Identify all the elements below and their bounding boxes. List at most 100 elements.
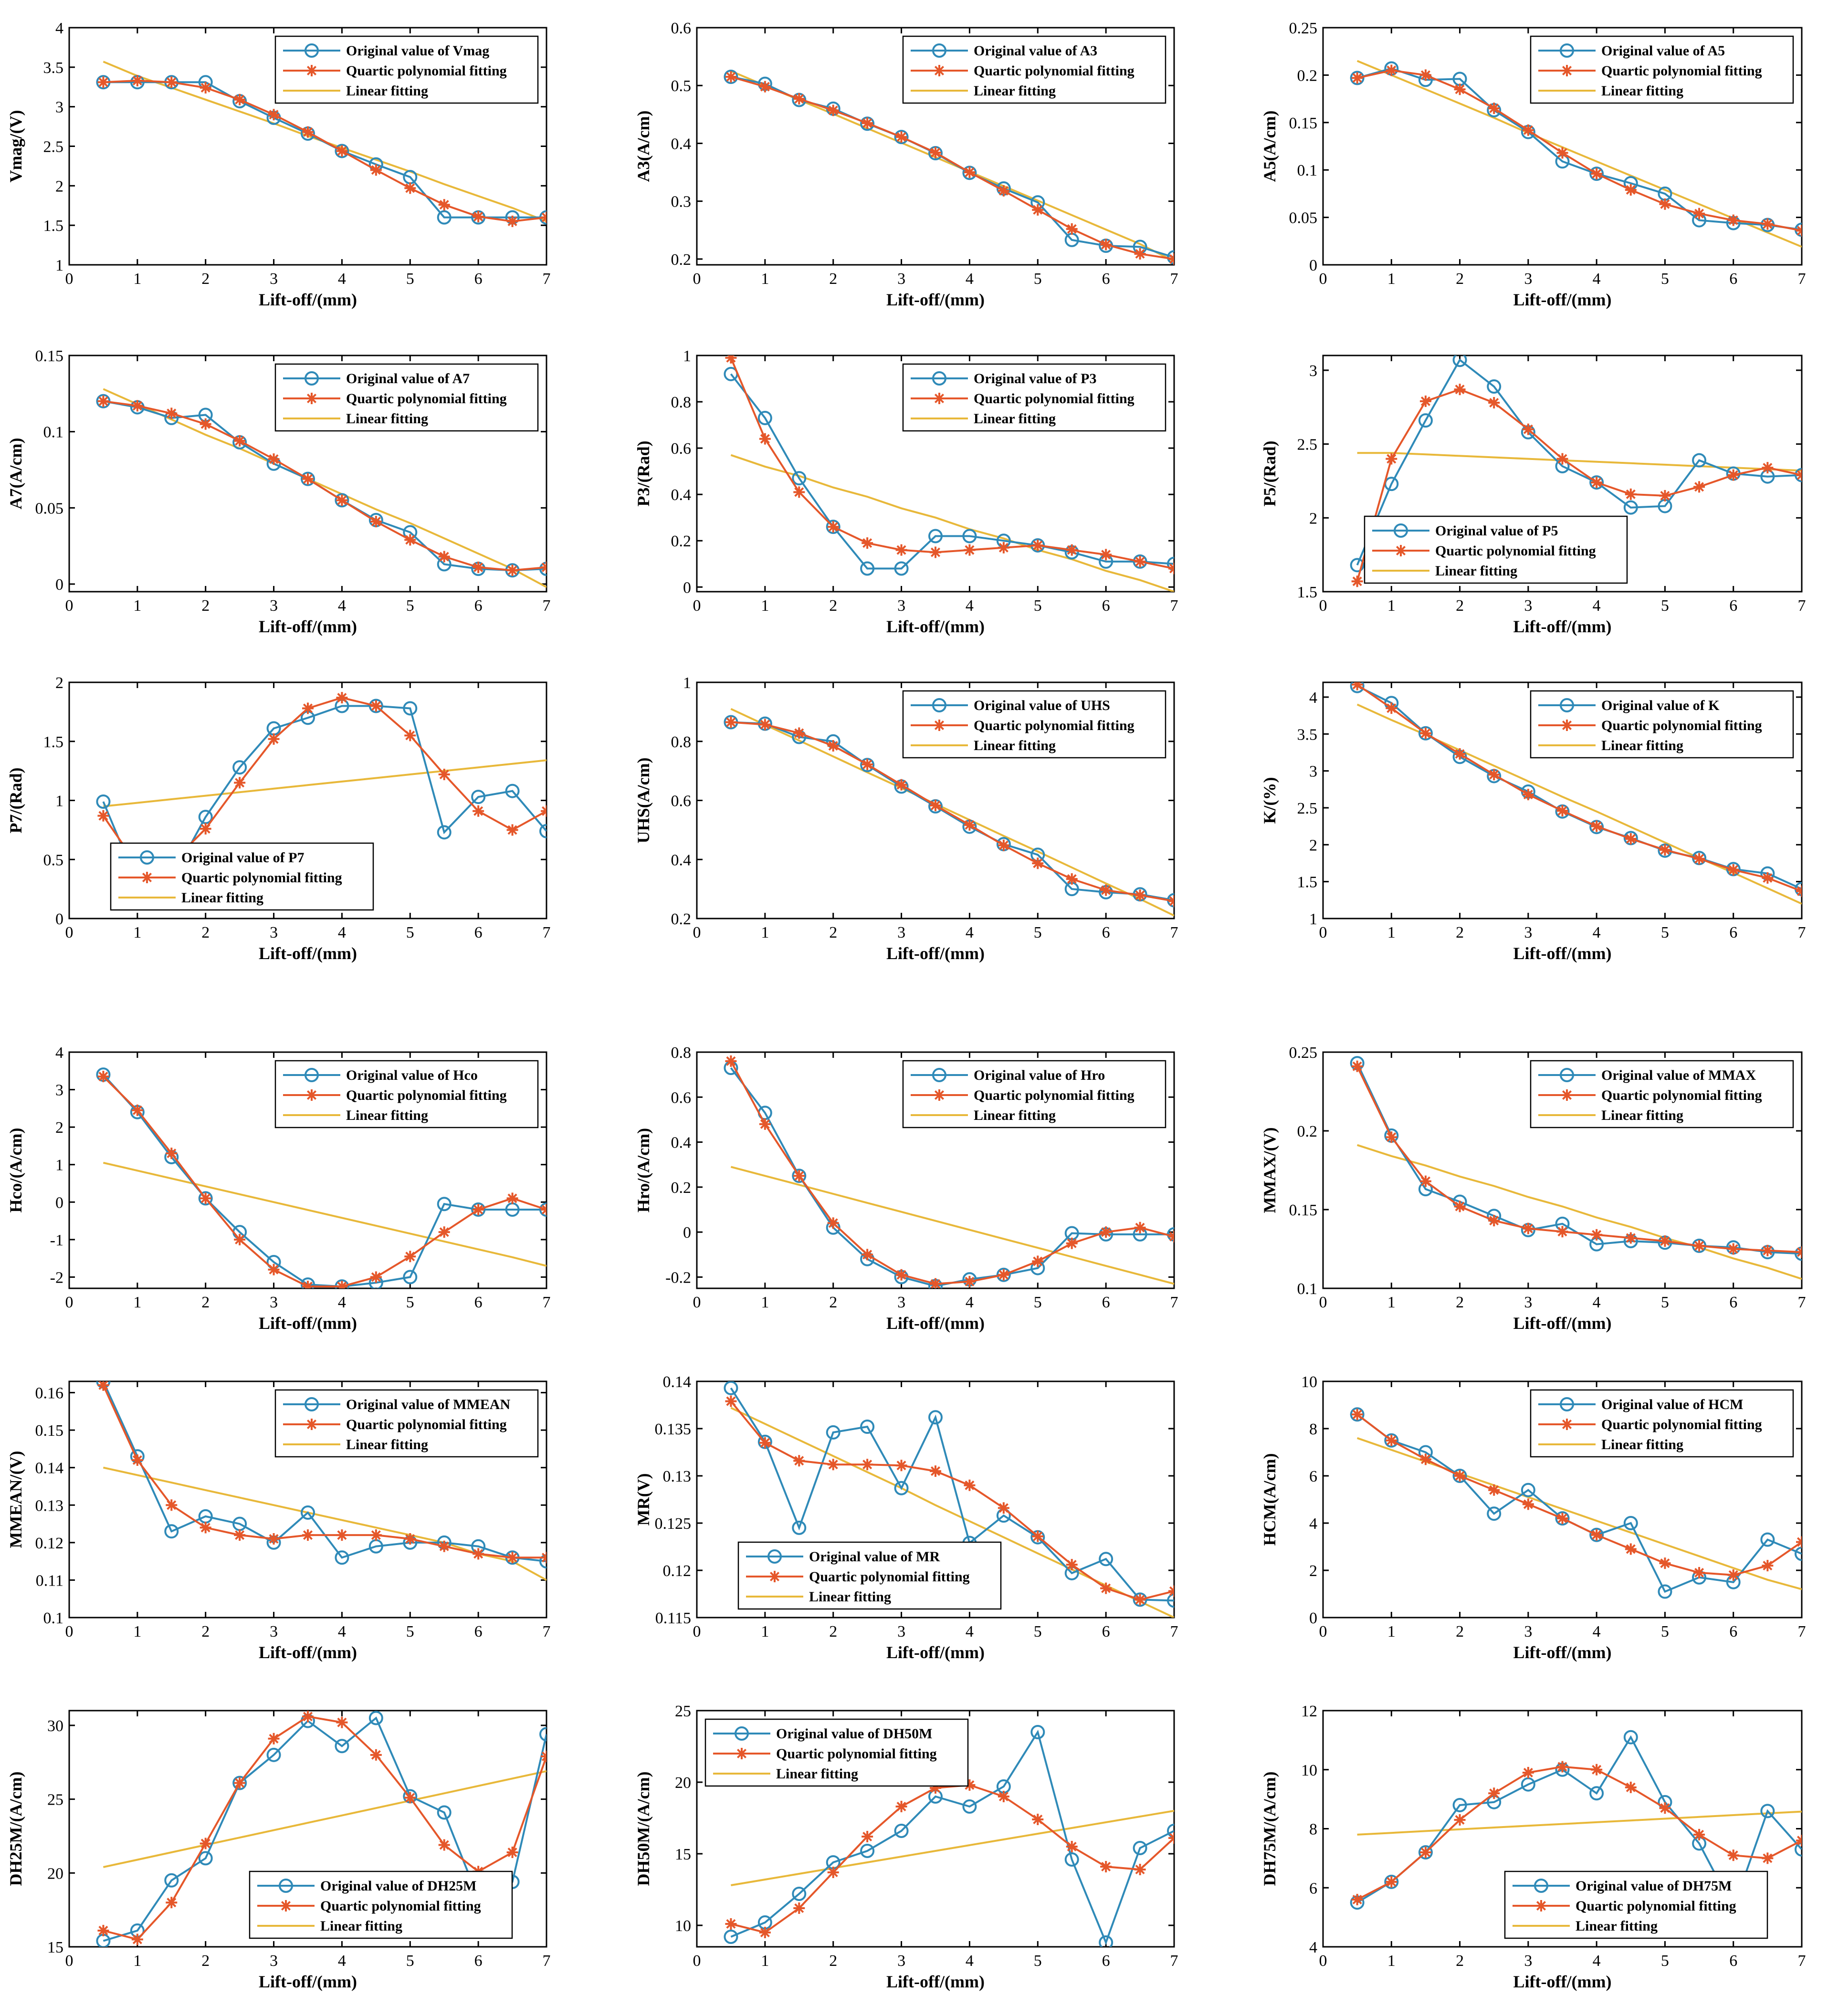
linear-series [730, 708, 1174, 917]
legend-entry: Linear fitting [346, 1107, 428, 1123]
quartic-marker [336, 1529, 348, 1541]
y-tick-label: 15 [675, 1846, 691, 1863]
y-tick-label: 0.12 [663, 1562, 692, 1580]
x-tick-label: 7 [543, 924, 551, 941]
quartic-marker [1419, 1175, 1431, 1187]
quartic-marker [827, 1459, 839, 1471]
marker-stroke [167, 408, 177, 418]
x-tick-label: 2 [201, 270, 210, 288]
original-marker [301, 471, 315, 486]
marker-stroke [1489, 770, 1499, 780]
x-tick-label: 6 [1102, 597, 1110, 615]
marker-stroke [1169, 567, 1174, 574]
y-tick-label: 0.11 [36, 1572, 63, 1589]
marker-stroke [930, 800, 941, 811]
quartic-marker [1693, 1828, 1705, 1840]
x-tick-label: 3 [1524, 1294, 1532, 1311]
quartic-marker [964, 1275, 976, 1287]
marker-stroke [930, 1466, 941, 1476]
marker-stroke [98, 1381, 108, 1390]
marker-stroke [1660, 491, 1670, 501]
quartic-marker [827, 104, 839, 116]
x-tick-label: 6 [1729, 597, 1737, 615]
original-marker [1064, 1852, 1079, 1867]
marker-stroke [473, 1549, 483, 1559]
legend-entry: Original value of A5 [1601, 43, 1725, 59]
original-marker [403, 701, 418, 716]
x-tick-label: 2 [201, 597, 210, 615]
original-marker [1589, 1527, 1604, 1542]
marker-stroke [1169, 1833, 1174, 1839]
quartic-marker [930, 546, 941, 558]
original-marker [826, 1425, 840, 1440]
original-marker [1350, 71, 1365, 85]
quartic-marker [934, 720, 945, 731]
quartic-marker [336, 494, 348, 506]
marker-stroke [337, 1530, 347, 1540]
quartic-marker [1762, 1852, 1774, 1864]
marker-stroke [473, 806, 483, 816]
original-marker [301, 1505, 315, 1520]
original-marker [539, 1202, 546, 1217]
quartic-marker [1556, 1513, 1568, 1525]
quartic-marker [1066, 873, 1078, 885]
original-marker [279, 1879, 293, 1893]
x-tick-label: 5 [1661, 924, 1669, 941]
plot-frame [696, 1380, 1175, 1619]
marker-stroke [507, 1553, 517, 1563]
quartic-marker [1419, 1453, 1431, 1465]
original-marker [198, 1191, 213, 1206]
y-tick-label: 0.2 [671, 533, 692, 550]
marker-stroke [1796, 1251, 1802, 1257]
marker-stroke [235, 1234, 245, 1244]
marker-stroke [1536, 1901, 1546, 1911]
marker-stroke [1592, 478, 1602, 488]
quartic-marker [1454, 1814, 1466, 1826]
linear-series [1356, 1437, 1802, 1590]
x-tick-label: 6 [1102, 270, 1110, 288]
quartic-marker [793, 93, 805, 105]
quartic-marker [1032, 539, 1044, 551]
y-tick-label: 0.13 [663, 1468, 692, 1485]
original-marker [198, 1851, 213, 1866]
marker-stroke [1728, 865, 1738, 875]
marker-stroke [1033, 1256, 1043, 1266]
marker-stroke [1728, 1570, 1738, 1580]
y-axis-label: UHS(A/cm) [634, 758, 653, 844]
quartic-marker [1693, 853, 1705, 865]
original-marker [437, 1197, 452, 1212]
original-marker [792, 1520, 807, 1535]
legend-entry: Quartic polynomial fitting [1435, 543, 1596, 559]
quartic-marker [506, 564, 518, 576]
marker-stroke [794, 1903, 804, 1913]
legend-entry: Quartic polynomial fitting [1601, 1417, 1762, 1432]
legend: Original value of MMEAN Quartic polynomia… [274, 1389, 539, 1458]
marker-stroke [1135, 1595, 1145, 1605]
original-marker [1099, 1935, 1114, 1947]
quartic-marker [1168, 1832, 1174, 1844]
marker-stroke [507, 216, 517, 226]
marker-stroke [541, 212, 546, 219]
x-tick-label: 3 [270, 597, 278, 615]
marker-stroke [896, 780, 906, 790]
quartic-marker [1488, 1484, 1500, 1496]
original-marker [860, 1420, 875, 1434]
marker-stroke [1352, 73, 1362, 83]
marker-stroke [269, 1534, 279, 1544]
original-marker [1350, 1407, 1365, 1422]
quartic-marker [541, 1204, 546, 1215]
x-tick-label: 2 [201, 924, 210, 941]
marker-stroke [934, 393, 945, 404]
quartic-marker [1796, 469, 1802, 481]
original-marker [1795, 1546, 1802, 1561]
quartic-marker [306, 393, 317, 404]
quartic-marker [166, 1897, 178, 1909]
quartic-marker [725, 355, 737, 364]
x-tick-label: 2 [829, 597, 837, 615]
original-marker [305, 371, 319, 386]
original-marker [1167, 1593, 1174, 1608]
chart-panel: 0 1 2 3 4 5 6 7 0.1 0.15 0.2 0.25 Lift-off/(mm) MMAX/… [1260, 1044, 1806, 1333]
x-tick-label: 3 [1524, 924, 1532, 941]
legend-entry: Quartic polynomial fitting [1601, 718, 1762, 733]
quartic-marker [1454, 84, 1466, 95]
